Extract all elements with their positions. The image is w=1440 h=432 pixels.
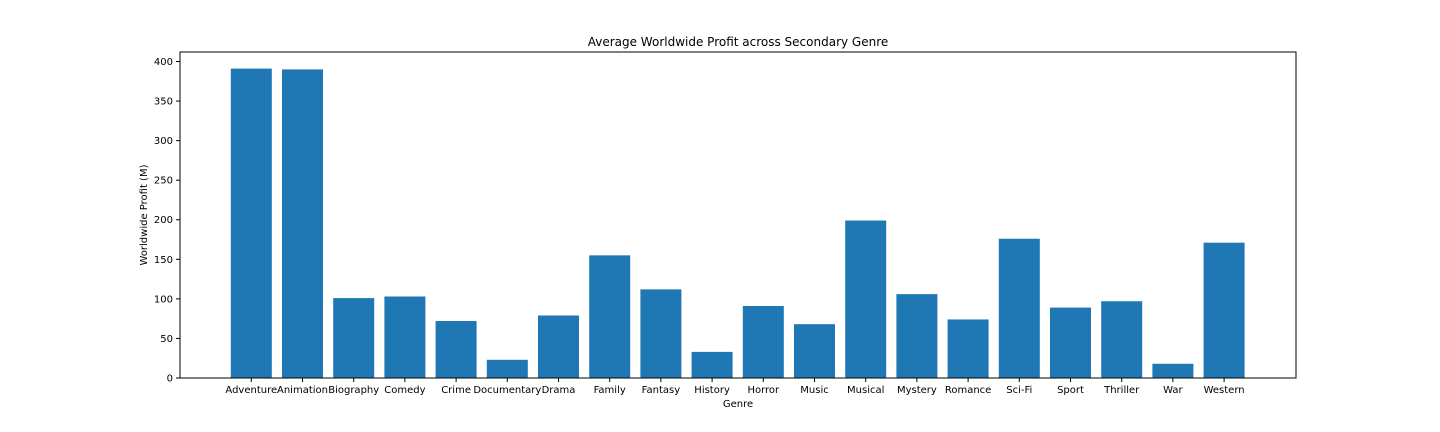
bar-comedy	[384, 296, 426, 378]
bar-war	[1152, 363, 1194, 378]
bar-western	[1203, 242, 1245, 378]
y-tick-label: 200	[154, 215, 173, 226]
x-tick-label: Family	[594, 385, 626, 396]
x-tick-label: Mystery	[897, 385, 937, 396]
bar-history	[691, 351, 733, 378]
bar-sci-fi	[998, 238, 1040, 378]
bars-group	[230, 68, 1245, 379]
bar-sport	[1050, 307, 1091, 378]
bar-horror	[742, 306, 784, 378]
x-axis-ticks: Adventure Animation Biography Comedy Crime Do…	[225, 378, 1245, 396]
y-axis-ticks: 0 50 100 150 200 250 300 350 400	[154, 57, 180, 385]
x-tick-label: Thriller	[1103, 385, 1140, 396]
x-tick-label: Documentary	[473, 385, 541, 396]
bar-mystery	[896, 294, 938, 378]
y-tick-label: 150	[154, 255, 173, 266]
bar-romance	[947, 319, 989, 378]
x-tick-label: Sci-Fi	[1006, 385, 1032, 396]
x-tick-label: Western	[1204, 385, 1245, 396]
bar-adventure	[230, 68, 272, 379]
x-axis-label: Genre	[723, 399, 753, 410]
y-tick-label: 400	[154, 57, 173, 68]
y-tick-label: 0	[167, 374, 173, 385]
x-tick-label: Animation	[277, 385, 328, 396]
x-tick-label: Music	[800, 385, 828, 396]
bar-animation	[282, 69, 323, 378]
bar-fantasy	[640, 289, 682, 378]
x-tick-label: Biography	[328, 385, 379, 396]
x-tick-label: Horror	[747, 385, 780, 396]
x-tick-label: History	[694, 385, 730, 396]
chart-title: Average Worldwide Profit across Secondar…	[588, 35, 889, 49]
bar-biography	[333, 298, 375, 378]
x-tick-label: Crime	[441, 385, 471, 396]
x-tick-label: Fantasy	[642, 385, 681, 396]
x-tick-label: Romance	[945, 385, 991, 396]
y-tick-label: 100	[154, 294, 173, 305]
y-tick-label: 300	[154, 136, 173, 147]
bar-documentary	[486, 359, 528, 378]
bar-drama	[538, 315, 579, 378]
y-tick-label: 250	[154, 176, 173, 187]
plot-area-frame	[179, 51, 1297, 379]
y-tick-label: 50	[160, 334, 173, 345]
x-tick-label: Adventure	[225, 385, 277, 396]
y-axis-label: Worldwide Profit (M)	[139, 164, 150, 265]
x-tick-label: Drama	[542, 385, 576, 396]
bar-family	[589, 255, 631, 378]
bar-thriller	[1101, 301, 1143, 378]
bar-musical	[845, 220, 887, 378]
x-tick-label: Musical	[847, 385, 884, 396]
y-tick-label: 350	[154, 97, 173, 108]
x-tick-label: Comedy	[384, 385, 425, 396]
x-tick-label: War	[1163, 385, 1183, 396]
bar-crime	[435, 321, 477, 378]
bar-music	[794, 324, 835, 378]
x-tick-label: Sport	[1057, 385, 1084, 396]
